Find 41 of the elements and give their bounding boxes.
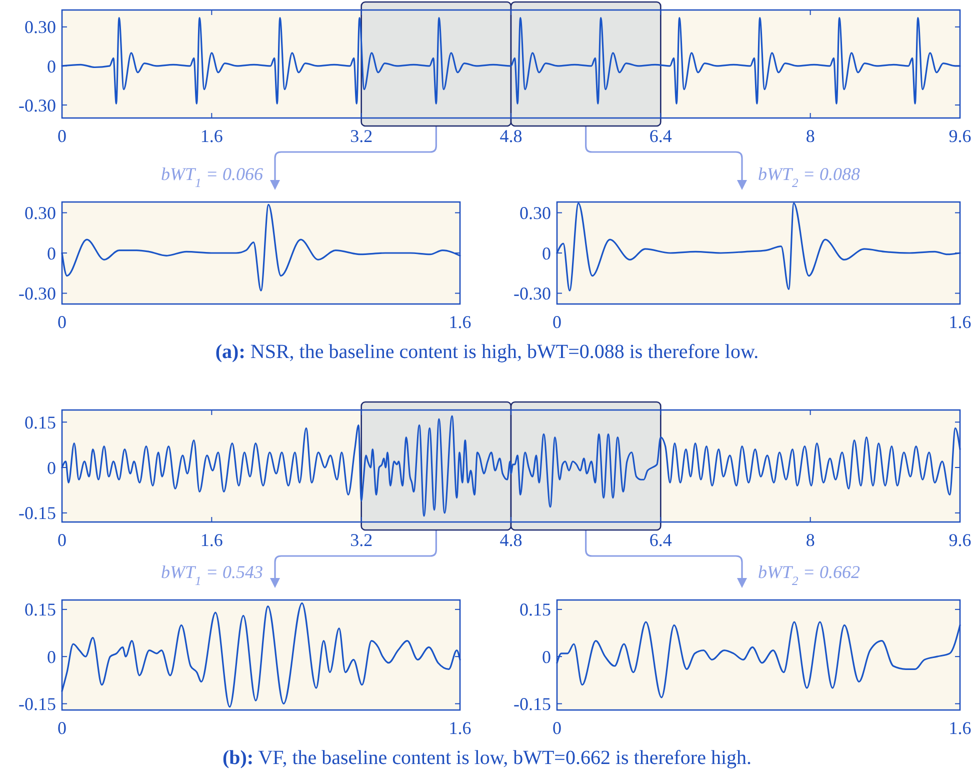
x-tick-label: 1.6	[948, 718, 972, 738]
y-tick-label: 0.15	[520, 600, 551, 620]
x-tick-label: 9.6	[948, 530, 972, 550]
x-tick-label: 1.6	[448, 312, 472, 332]
y-tick-label: -0.15	[18, 694, 56, 714]
x-tick-label: 9.6	[948, 126, 972, 146]
x-tick-label: 1.6	[948, 312, 972, 332]
y-tick-label: 0	[47, 458, 56, 478]
y-tick-label: 0.30	[24, 203, 56, 224]
x-tick-label: 1.6	[200, 126, 223, 146]
x-tick-label: 1.6	[200, 530, 223, 550]
x-tick-label: 3.2	[350, 126, 373, 146]
text: (a): NSR, the baseline content is high, bWT=0.088 is therefore low.	[215, 341, 759, 363]
y-tick-label: 0.30	[24, 17, 56, 38]
y-tick-label: 0.15	[24, 600, 56, 620]
x-tick-label: 8	[806, 126, 815, 146]
chart-title: bWT$_{2}$ = 0.088	[758, 164, 860, 190]
y-tick-label: 0	[47, 243, 56, 264]
y-tick-label: -0.15	[18, 503, 56, 524]
y-tick-label: -0.30	[18, 284, 56, 304]
y-tick-label: 0	[47, 646, 56, 667]
y-tick-label: -0.30	[514, 284, 551, 304]
x-tick-label: 3.2	[350, 530, 373, 550]
y-tick-label: 0.15	[24, 412, 56, 432]
x-tick-label: 1.6	[448, 718, 472, 738]
y-tick-label: 0	[542, 646, 551, 667]
chart-title: bWT$_{1}$ = 0.066	[161, 164, 263, 190]
y-tick-label: 0	[47, 56, 56, 76]
text: (b): VF, the baseline content is low, bWT=0.662 is therefore high.	[222, 747, 752, 769]
chart-title: bWT$_{2}$ = 0.662	[758, 562, 860, 588]
y-tick-label: 0.30	[520, 203, 551, 224]
y-tick-label: -0.15	[514, 694, 551, 714]
y-tick-label: -0.30	[18, 95, 56, 116]
x-tick-label: 6.4	[649, 126, 672, 146]
x-tick-label: 6.4	[649, 530, 672, 550]
x-tick-label: 8	[806, 530, 815, 550]
x-tick-label: 4.8	[500, 126, 522, 146]
y-tick-label: 0	[542, 243, 551, 264]
x-tick-label: 4.8	[500, 530, 522, 550]
line-series	[61, 602, 461, 708]
chart-title: bWT$_{1}$ = 0.543	[161, 562, 263, 588]
